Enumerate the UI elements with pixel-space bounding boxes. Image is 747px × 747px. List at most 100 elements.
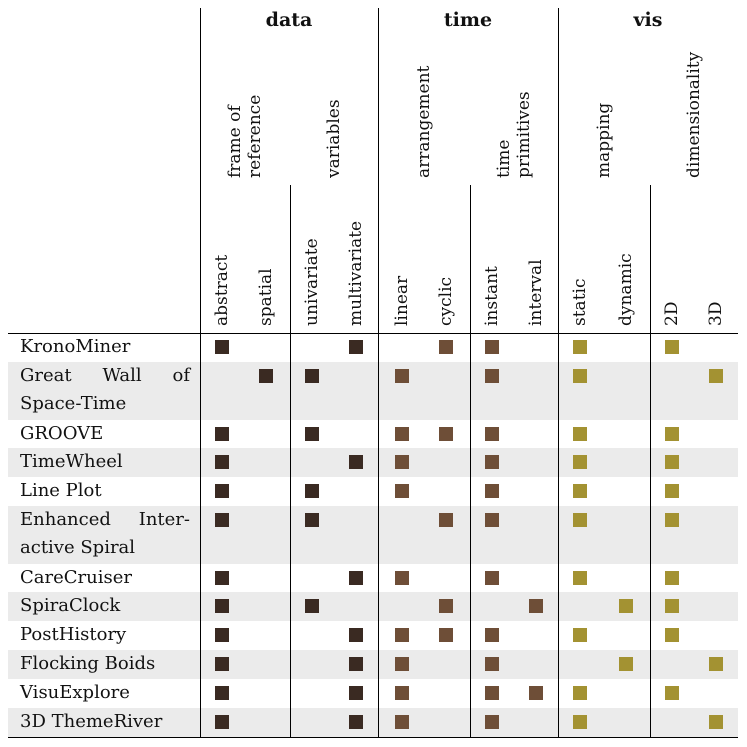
vis-mark bbox=[573, 369, 587, 383]
time-mark bbox=[395, 484, 409, 498]
category-divider bbox=[650, 185, 651, 737]
column-header: instant bbox=[482, 266, 502, 326]
vis-mark bbox=[619, 657, 633, 671]
category-header: frame of reference bbox=[225, 95, 265, 178]
data-mark bbox=[305, 513, 319, 527]
row-name: Enhanced Inter-active Spiral bbox=[20, 506, 190, 562]
vis-mark bbox=[665, 571, 679, 585]
row-name-line: PostHistory bbox=[20, 624, 127, 645]
vis-mark bbox=[573, 484, 587, 498]
row-name-line: TimeWheel bbox=[20, 451, 123, 472]
vis-mark bbox=[709, 369, 723, 383]
column-header: cyclic bbox=[436, 277, 456, 326]
category-header-line: mapping bbox=[594, 102, 614, 178]
time-mark bbox=[529, 686, 543, 700]
vis-mark bbox=[665, 455, 679, 469]
time-mark bbox=[485, 628, 499, 642]
column-header-label: univariate bbox=[302, 238, 322, 326]
column-header: 2D bbox=[662, 302, 682, 326]
time-mark bbox=[485, 340, 499, 354]
row-name: 3D ThemeRiver bbox=[20, 708, 190, 736]
vis-mark bbox=[665, 427, 679, 441]
data-mark bbox=[215, 340, 229, 354]
vis-mark bbox=[573, 427, 587, 441]
row-band bbox=[8, 592, 738, 621]
time-mark bbox=[485, 427, 499, 441]
row-name-line: Great Wall of bbox=[20, 365, 190, 386]
category-header-line: reference bbox=[245, 94, 265, 178]
category-header: mapping bbox=[594, 103, 614, 178]
data-mark bbox=[349, 571, 363, 585]
column-header-label: 3D bbox=[706, 301, 726, 326]
row-name: PostHistory bbox=[20, 621, 190, 649]
column-header: univariate bbox=[302, 238, 322, 326]
vis-mark bbox=[665, 628, 679, 642]
time-mark bbox=[439, 427, 453, 441]
table-rule bbox=[8, 737, 738, 738]
time-mark bbox=[395, 686, 409, 700]
group-header: time bbox=[443, 9, 493, 31]
column-header-label: multivariate bbox=[346, 220, 366, 326]
time-mark bbox=[395, 427, 409, 441]
column-header: multivariate bbox=[346, 221, 366, 326]
data-mark bbox=[349, 340, 363, 354]
time-mark bbox=[485, 657, 499, 671]
data-mark bbox=[215, 571, 229, 585]
time-mark bbox=[395, 369, 409, 383]
column-header: 3D bbox=[706, 302, 726, 326]
data-mark bbox=[349, 628, 363, 642]
category-header-line: primitives bbox=[514, 91, 534, 178]
time-mark bbox=[395, 571, 409, 585]
group-header: vis bbox=[633, 9, 663, 31]
time-mark bbox=[485, 484, 499, 498]
time-mark bbox=[395, 628, 409, 642]
data-mark bbox=[305, 484, 319, 498]
time-mark bbox=[485, 369, 499, 383]
row-name: Flocking Boids bbox=[20, 650, 190, 678]
vis-mark bbox=[573, 455, 587, 469]
row-name-line: KronoMiner bbox=[20, 336, 131, 357]
row-name-line: VisuExplore bbox=[20, 682, 130, 703]
column-header: linear bbox=[392, 276, 412, 326]
column-header: abstract bbox=[212, 255, 232, 326]
data-mark bbox=[215, 513, 229, 527]
row-name-line: Flocking Boids bbox=[20, 653, 156, 674]
column-header-label: interval bbox=[526, 259, 546, 326]
column-header-label: 2D bbox=[662, 301, 682, 326]
vis-mark bbox=[573, 513, 587, 527]
row-name-line: SpiraClock bbox=[20, 595, 121, 616]
group-divider bbox=[558, 8, 559, 737]
data-mark bbox=[215, 427, 229, 441]
group-divider bbox=[378, 8, 379, 737]
category-header: time primitives bbox=[494, 91, 534, 178]
row-name-line: Enhanced Inter- bbox=[20, 509, 190, 530]
time-mark bbox=[395, 715, 409, 729]
category-header-line: arrangement bbox=[414, 65, 434, 178]
row-band bbox=[8, 650, 738, 679]
column-header: interval bbox=[526, 259, 546, 326]
row-name-line: Space-Time bbox=[20, 393, 127, 414]
category-header-line: frame of bbox=[225, 105, 245, 178]
vis-mark bbox=[573, 628, 587, 642]
time-mark bbox=[485, 686, 499, 700]
row-name-line: active Spiral bbox=[20, 537, 136, 558]
vis-mark bbox=[665, 513, 679, 527]
data-mark bbox=[349, 686, 363, 700]
category-header: dimensionality bbox=[684, 52, 704, 178]
data-mark bbox=[349, 455, 363, 469]
vis-mark bbox=[573, 715, 587, 729]
category-divider bbox=[290, 185, 291, 737]
time-mark bbox=[439, 628, 453, 642]
vis-mark bbox=[573, 340, 587, 354]
category-header-line: variables bbox=[324, 99, 344, 178]
time-mark bbox=[439, 599, 453, 613]
data-mark bbox=[349, 715, 363, 729]
group-header: data bbox=[265, 9, 313, 31]
column-header: spatial bbox=[256, 268, 276, 326]
data-mark bbox=[305, 369, 319, 383]
vis-mark bbox=[709, 715, 723, 729]
column-header-label: linear bbox=[392, 275, 412, 326]
row-name: KronoMiner bbox=[20, 333, 190, 361]
time-mark bbox=[485, 571, 499, 585]
